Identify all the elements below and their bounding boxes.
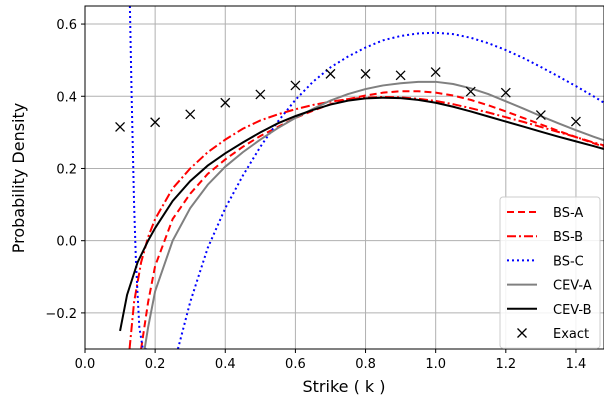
series-layer	[115, 6, 604, 349]
series-cev-b-line	[119, 96, 604, 332]
series-bs-c-line	[176, 31, 604, 349]
exact-point	[115, 121, 126, 132]
exact-point	[500, 87, 511, 98]
exact-point	[255, 89, 266, 100]
y-tick-label: 0.4	[56, 90, 77, 105]
x-tick-label: 0.6	[285, 357, 306, 372]
exact-point	[517, 328, 527, 338]
legend-item-bs-a: BS-A	[507, 206, 583, 221]
exact-point	[185, 109, 196, 120]
legend-label: CEV-A	[553, 279, 592, 294]
series-bs-a-line	[140, 90, 604, 349]
series-bs-a	[140, 90, 604, 349]
x-axis-label: Strike ( k )	[303, 377, 386, 396]
legend-label: BS-C	[553, 254, 584, 269]
x-tick-label: 0.2	[145, 357, 166, 372]
series-exact	[115, 67, 581, 132]
legend-item-bs-c: BS-C	[507, 254, 584, 269]
series-bs-b	[128, 95, 604, 349]
legend-item-bs-b: BS-B	[507, 230, 583, 245]
x-tick-label: 0.0	[75, 357, 96, 372]
exact-point	[325, 68, 336, 79]
exact-point	[535, 110, 546, 120]
series-cev-b	[119, 96, 604, 332]
y-axis-label: Probability Density	[9, 103, 28, 254]
legend-item-cev-a: CEV-A	[507, 279, 592, 294]
legend: BS-A BS-B BS-C CEV-A CEV-B Exact	[499, 196, 601, 349]
y-tick-label: 0.2	[56, 162, 77, 177]
legend-label: BS-A	[553, 206, 583, 221]
x-tick-label: 1.2	[495, 357, 516, 372]
legend-label: CEV-B	[553, 303, 592, 318]
series-cev-a-line	[143, 80, 604, 349]
x-tick-label: 0.8	[355, 357, 376, 372]
exact-point	[570, 116, 581, 127]
series-bs-c	[128, 6, 604, 349]
x-tick-label: 1.4	[566, 357, 587, 372]
legend-item-exact: Exact	[517, 327, 589, 342]
exact-point	[395, 70, 406, 81]
exact-point	[360, 68, 371, 79]
plot-frame	[84, 5, 604, 350]
exact-point	[290, 80, 301, 91]
exact-point	[430, 67, 441, 78]
exact-point	[150, 117, 161, 128]
y-axis-ticks: −0.2 0.0 0.2 0.4 0.6	[45, 18, 85, 322]
x-tick-label: 1.0	[425, 357, 446, 372]
legend-box	[499, 196, 601, 349]
exact-point	[465, 86, 476, 97]
legend-label: BS-B	[553, 230, 583, 245]
exact-point	[220, 97, 231, 108]
legend-item-cev-b: CEV-B	[507, 303, 592, 318]
y-tick-label: 0.6	[56, 18, 77, 33]
series-bs-b-line	[128, 95, 604, 349]
series-cev-a	[143, 80, 604, 349]
y-tick-label: −0.2	[45, 307, 77, 322]
x-tick-label: 0.4	[215, 357, 236, 372]
legend-label: Exact	[553, 327, 589, 342]
y-tick-label: 0.0	[56, 235, 77, 250]
x-axis-ticks: 0.0 0.2 0.4 0.6 0.8 1.0 1.2 1.4	[75, 349, 587, 372]
series-bs-c-line	[128, 6, 150, 349]
